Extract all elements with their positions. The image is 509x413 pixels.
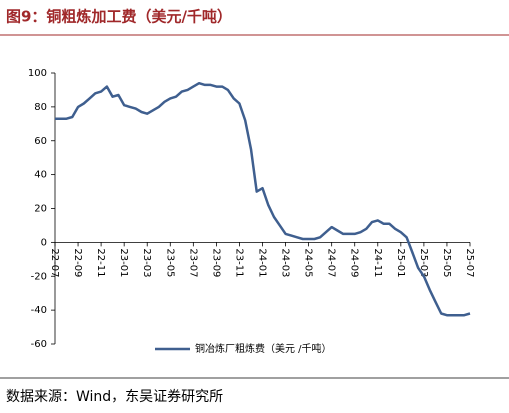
y-tick-label: 60 [34,136,47,147]
x-tick-label: 24-05 [303,248,314,277]
x-tick-label: 25-03 [418,248,429,277]
y-tick-label: -40 [31,305,47,316]
x-tick-label: 25-01 [395,248,406,277]
y-tick-label: 20 [34,204,47,215]
x-tick-label: 23-01 [118,248,129,277]
source-note: 数据来源：Wind，东吴证券研究所 [6,389,223,405]
x-tick-label: 23-09 [210,248,221,277]
x-tick-label: 24-01 [257,248,268,277]
chart-title: 图9：铜粗炼加工费（美元/千吨） [6,8,232,26]
y-tick-label: 40 [34,170,47,181]
x-tick-label: 22-07 [49,248,60,277]
x-tick-label: 23-05 [164,248,175,277]
x-tick-label: 22-11 [95,248,106,277]
y-tick-label: 80 [34,102,47,113]
x-tick-label: 24-11 [372,248,383,277]
x-tick-label: 23-07 [187,248,198,277]
x-tick-label: 24-03 [280,248,291,277]
y-tick-label: -60 [31,339,47,350]
y-tick-label: 100 [28,68,47,79]
y-tick-label: 0 [41,237,47,248]
x-tick-label: 22-09 [72,248,83,277]
x-tick-label: 23-03 [141,248,152,277]
legend-label: 铜冶炼厂粗炼费（美元 /千吨） [195,342,332,355]
x-tick-label: 24-09 [349,248,360,277]
y-tick-label: -20 [31,271,47,282]
x-tick-label: 24-07 [326,248,337,277]
x-tick-label: 25-05 [441,248,452,277]
series-line [55,81,471,317]
x-tick-label: 23-11 [233,248,244,277]
x-tick-label: 25-07 [464,248,475,277]
